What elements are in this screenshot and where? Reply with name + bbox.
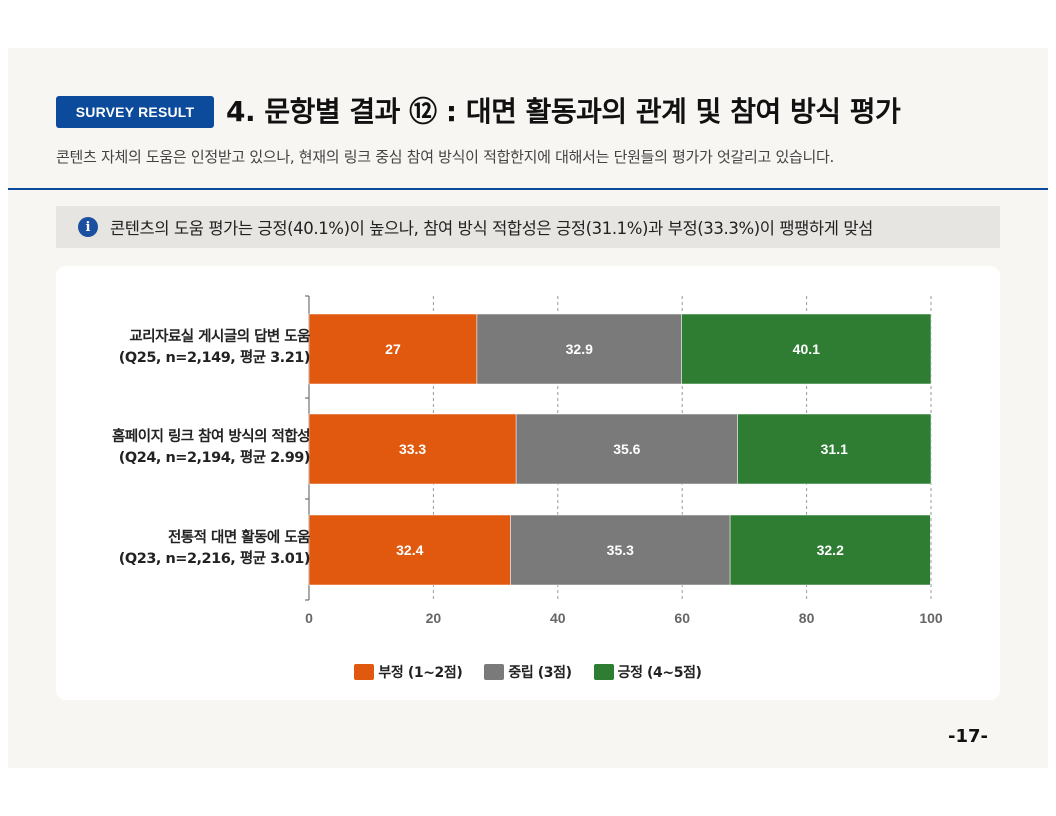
page-title: 4. 문항별 결과 ⑫ : 대면 활동과의 관계 및 참여 방식 평가 xyxy=(226,95,901,128)
x-tick-label: 40 xyxy=(550,610,566,626)
bar-segment xyxy=(729,514,931,586)
category-label-line2: (Q25, n=2,149, 평균 3.21) xyxy=(118,350,311,366)
survey-result-badge: SURVEY RESULT xyxy=(56,96,214,128)
header-divider xyxy=(8,188,1048,190)
legend-swatch xyxy=(354,664,375,680)
bar-segment xyxy=(681,313,932,385)
bar-value-label: 33.3 xyxy=(399,441,426,457)
bar-value-label: 40.1 xyxy=(793,341,820,357)
page-subtitle: 콘텐츠 자체의 도움은 인정받고 있으나, 현재의 링크 중심 참여 방식이 적… xyxy=(56,148,834,166)
bar-value-label: 27 xyxy=(385,341,401,357)
legend-item: 중립 (3점) xyxy=(484,662,572,682)
bar-value-label: 35.3 xyxy=(607,542,634,558)
category-label-line1: 홈페이지 링크 참여 방식의 적합성 xyxy=(112,429,310,445)
legend-label: 긍정 (4~5점) xyxy=(617,665,702,681)
category-label-line2: (Q24, n=2,194, 평균 2.99) xyxy=(118,450,311,466)
info-icon: i xyxy=(78,217,98,237)
bar-segment xyxy=(308,514,511,586)
x-tick-label: 60 xyxy=(674,610,690,626)
bar-segment xyxy=(510,514,731,586)
legend-item: 부정 (1~2점) xyxy=(354,662,463,682)
category-label: 홈페이지 링크 참여 방식의 적합성 (Q24, n=2,194, 평균 2.99… xyxy=(112,427,310,469)
legend-label: 부정 (1~2점) xyxy=(378,665,463,681)
bar-segment xyxy=(476,313,682,385)
bar-value-label: 31.1 xyxy=(821,441,848,457)
callout-text: 콘텐츠의 도움 평가는 긍정(40.1%)이 높으나, 참여 방식 적합성은 긍… xyxy=(110,219,873,238)
x-tick-label: 100 xyxy=(919,610,943,626)
info-callout: i 콘텐츠의 도움 평가는 긍정(40.1%)이 높으나, 참여 방식 적합성은… xyxy=(56,206,1000,248)
bar-value-label: 32.2 xyxy=(817,542,844,558)
chart-legend: 부정 (1~2점) 중립 (3점) 긍정 (4~5점) xyxy=(56,662,1000,682)
bar-value-label: 32.4 xyxy=(396,542,423,558)
slide: SURVEY RESULT 4. 문항별 결과 ⑫ : 대면 활동과의 관계 및… xyxy=(8,48,1048,768)
chart-card: 27 32.9 40.1 33.3 35.6 31.1 32.4 35.3 32.2 0 20 40 6… xyxy=(56,266,1000,700)
legend-label: 중립 (3점) xyxy=(508,665,572,681)
page-number: -17- xyxy=(948,726,988,747)
bar-value-label: 32.9 xyxy=(566,341,593,357)
x-tick-label: 20 xyxy=(426,610,442,626)
category-label-line1: 교리자료실 게시글의 답변 도움 xyxy=(129,329,310,345)
bar-segment xyxy=(308,413,517,485)
x-tick-label: 80 xyxy=(799,610,815,626)
category-label: 교리자료실 게시글의 답변 도움 (Q25, n=2,149, 평균 3.21) xyxy=(118,327,311,369)
bar-value-label: 35.6 xyxy=(613,441,640,457)
category-label: 전통적 대면 활동에 도움 (Q23, n=2,216, 평균 3.01) xyxy=(118,528,311,570)
legend-swatch xyxy=(593,664,614,680)
x-tick-label: 0 xyxy=(305,610,313,626)
legend-swatch xyxy=(484,664,505,680)
category-label-line1: 전통적 대면 활동에 도움 xyxy=(167,530,311,546)
category-label-line2: (Q23, n=2,216, 평균 3.01) xyxy=(118,551,311,567)
stacked-bar-chart: 27 32.9 40.1 33.3 35.6 31.1 32.4 35.3 32.2 0 20 40 6… xyxy=(305,295,943,626)
bar-segment xyxy=(308,313,478,385)
bar-segment xyxy=(737,413,932,485)
legend-item: 긍정 (4~5점) xyxy=(593,662,702,682)
bar-segment xyxy=(515,413,738,485)
